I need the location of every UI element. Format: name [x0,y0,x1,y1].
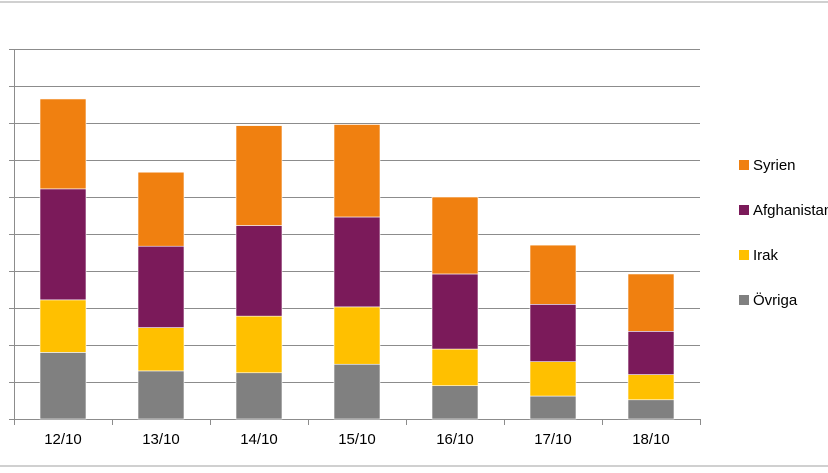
legend-label--vriga: Övriga [753,291,798,309]
bar-afghanistan-15-10 [333,216,381,308]
bar-afghanistan-13-10 [137,245,185,328]
legend-label-irak: Irak [753,247,779,264]
bar-syrien-15-10 [333,124,381,218]
legend-label-syrien: Syrien [753,157,796,174]
bar--vriga-17-10 [529,395,577,420]
bar-afghanistan-18-10 [627,331,675,375]
x-tick-label: 12/10 [44,431,82,448]
bar--vriga-13-10 [137,370,185,420]
x-tick-label: 15/10 [338,431,376,448]
bar-irak-14-10 [235,315,283,374]
bar-afghanistan-12-10 [39,188,87,301]
bar--vriga-18-10 [627,399,675,420]
x-tick-label: 14/10 [240,431,278,448]
bar-afghanistan-16-10 [431,273,479,350]
bar--vriga-16-10 [431,385,479,420]
bar--vriga-14-10 [235,372,283,420]
bar-syrien-14-10 [235,125,283,226]
bar-afghanistan-14-10 [235,225,283,317]
x-tick-label: 18/10 [632,431,670,448]
legend-swatch--vriga [739,295,749,305]
x-tick-label: 17/10 [534,431,572,448]
legend-swatch-irak [739,250,749,260]
bar-irak-17-10 [529,361,577,397]
bar-irak-16-10 [431,348,479,387]
bar-syrien-13-10 [137,171,185,247]
legend-label-afghanistan: Afghanistan [753,202,828,219]
bar-irak-18-10 [627,374,675,401]
legend-swatch-syrien [739,160,749,170]
bar-syrien-18-10 [627,273,675,332]
x-tick-label: 16/10 [436,431,474,448]
bar-irak-13-10 [137,327,185,372]
bar-syrien-17-10 [529,244,577,305]
bar-syrien-12-10 [39,98,87,190]
bar-irak-12-10 [39,299,87,353]
bar--vriga-15-10 [333,363,381,420]
bar-syrien-16-10 [431,196,479,275]
bar-afghanistan-17-10 [529,303,577,362]
bar--vriga-12-10 [39,352,87,420]
bar-irak-15-10 [333,306,381,365]
x-tick-label: 13/10 [142,431,180,448]
legend-swatch-afghanistan [739,205,749,215]
